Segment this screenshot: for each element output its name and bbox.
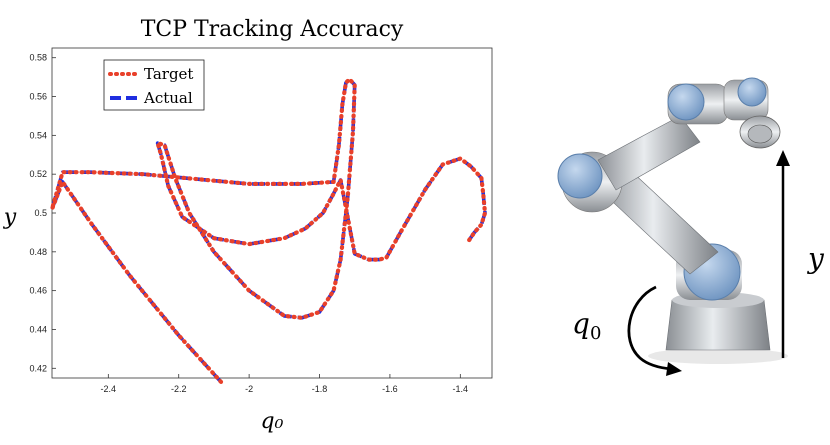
y-arrow-head	[776, 150, 790, 166]
chart-title: TCP Tracking Accuracy	[141, 17, 404, 42]
robot-wrist-cap	[667, 83, 705, 121]
y-tick-label: 0.56	[29, 92, 47, 102]
robot-wrist2-cap	[737, 77, 767, 107]
q0-subscript: 0	[590, 323, 601, 344]
robot-upper-arm	[597, 115, 701, 191]
series-line-target	[49, 76, 488, 384]
q0-symbol: q	[572, 307, 590, 340]
y-tick-label: 0.48	[29, 247, 47, 257]
series-layer	[49, 76, 488, 384]
legend-box	[103, 59, 205, 111]
robot-y-label: y	[806, 242, 825, 275]
q0-rotation-arrow	[627, 285, 673, 371]
q0-arrow-head	[666, 362, 682, 376]
x-axis-label: q₀	[261, 409, 284, 434]
y-tick-label: 0.46	[29, 286, 47, 296]
x-tick-label: -2	[245, 384, 253, 394]
robot-elbow-cap	[557, 153, 603, 199]
x-tick-label: -1.6	[382, 384, 398, 394]
y-axis-ticks: 0.42 0.44 0.46 0.48 0.5 0.52 0.54 0.56 0.58	[29, 53, 56, 373]
x-tick-label: -1.4	[453, 384, 469, 394]
x-axis-ticks: -2.4 -2.2 -2 -1.8 -1.6 -1.4	[101, 374, 469, 394]
robot-arm-illustration: y q0	[557, 77, 825, 376]
legend-label-target: Target	[144, 65, 193, 83]
y-tick-label: 0.44	[29, 324, 47, 334]
robot-shadow	[648, 348, 788, 364]
robot-tool-flange-face	[747, 124, 773, 144]
legend: Target Actual	[103, 59, 205, 111]
x-tick-label: -2.2	[171, 384, 187, 394]
y-tick-label: 0.5	[34, 208, 47, 218]
x-tick-label: -2.4	[101, 384, 117, 394]
y-axis-label: y	[3, 205, 17, 230]
y-tick-label: 0.58	[29, 53, 47, 63]
robot-q0-label: q0	[572, 307, 601, 344]
y-tick-label: 0.42	[29, 363, 47, 373]
x-tick-label: -1.8	[312, 384, 328, 394]
y-tick-label: 0.52	[29, 169, 47, 179]
legend-label-actual: Actual	[143, 89, 193, 107]
y-tick-label: 0.54	[29, 130, 47, 140]
